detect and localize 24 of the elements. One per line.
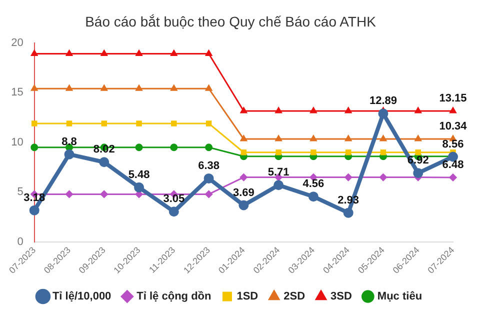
data-label: 13.15 [439,92,467,105]
y-tick-label: 20 [11,36,24,49]
legend-label: Mục tiêu [377,290,422,303]
y-tick-label: 0 [17,236,24,248]
data-label: 12.89 [369,95,397,108]
chart-title: Báo cáo bắt buộc theo Quy chế Báo cáo ATHK [85,13,377,30]
y-tick-label: 5 [17,186,24,198]
data-label: 3.05 [163,193,185,206]
data-label: 6.48 [442,158,464,171]
data-label: 5.71 [268,166,290,179]
legend-label: Tỉ lệ/10,000 [52,290,112,303]
data-label: 4.56 [302,178,324,190]
data-label: 8.56 [442,138,464,150]
data-label: 3.69 [232,186,254,199]
legend-label: 2SD [284,290,306,303]
y-tick-label: 15 [11,86,24,99]
legend-label: 1SD [236,290,258,303]
legend-label: 3SD [330,290,352,303]
y-tick-label: 10 [11,136,24,148]
data-label: 8.8 [62,136,77,148]
data-label: 5.48 [128,168,150,181]
legend-label: Tỉ lệ cộng dồn [136,290,212,303]
data-label: 6.38 [198,160,220,172]
data-label: 10.34 [439,120,468,133]
